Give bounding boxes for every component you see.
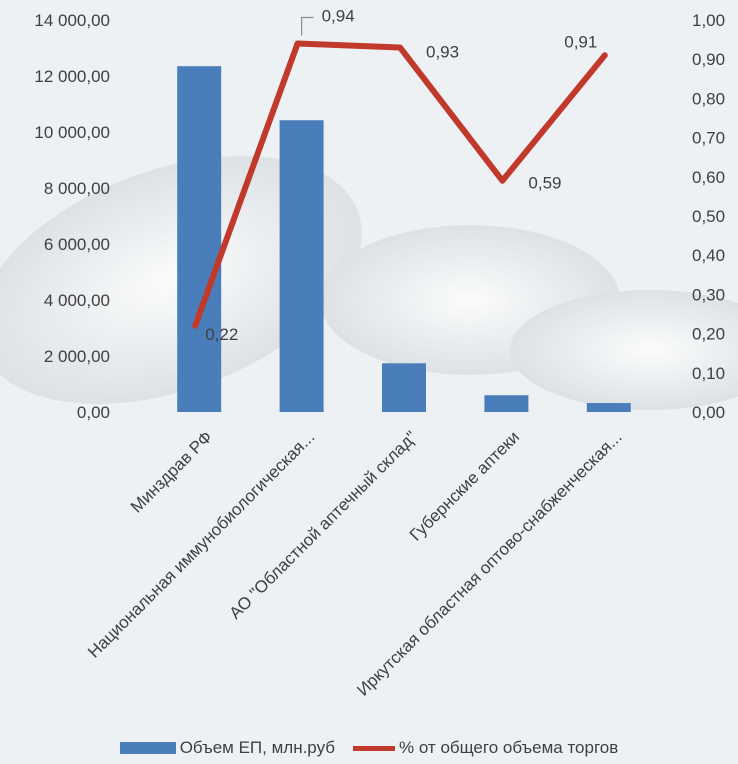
category-label: Минздрав РФ (127, 427, 216, 516)
y-left-tick-label: 12 000,00 (34, 67, 110, 86)
y-right-tick-label: 0,90 (692, 50, 725, 69)
legend-line-swatch (353, 745, 396, 751)
y-left-tick-label: 2 000,00 (44, 347, 110, 366)
legend-item-bar: Объем ЕП, млн.руб (119, 738, 336, 758)
bar (382, 363, 426, 412)
y-left-tick-label: 0,00 (77, 403, 110, 422)
line-data-label: 0,59 (528, 174, 561, 193)
line-data-label: 0,94 (322, 7, 355, 26)
y-left-tick-label: 4 000,00 (44, 291, 110, 310)
y-right-tick-label: 0,00 (692, 403, 725, 422)
legend-bar-label: Объем ЕП, млн.руб (179, 738, 336, 757)
y-right-tick-label: 0,40 (692, 246, 725, 265)
line-data-label: 0,22 (205, 325, 238, 344)
legend-line-label: % от общего объема торгов (399, 738, 619, 757)
background-decoration (0, 156, 738, 410)
bar (177, 66, 222, 412)
y-right-tick-label: 0,60 (692, 168, 725, 187)
y-right-tick-label: 0,20 (692, 325, 725, 344)
legend-bar-swatch (119, 742, 176, 754)
line-data-label: 0,91 (564, 32, 597, 51)
data-label-leader (301, 16, 314, 36)
category-label: Национальная иммунобиологическая... (84, 427, 318, 661)
legend-item-line: % от общего объема торгов (353, 738, 618, 758)
y-left-tick-label: 6 000,00 (44, 235, 110, 254)
y-right-tick-label: 0,70 (692, 129, 725, 148)
y-left-tick-label: 10 000,00 (34, 123, 110, 142)
y-right-tick-label: 0,50 (692, 207, 725, 226)
category-label: АО "Областной аптечный склад" (226, 427, 421, 622)
legend: Объем ЕП, млн.руб % от общего объема тор… (0, 733, 738, 763)
combo-chart: 0,00 2 000,00 4 000,00 6 000,00 8 000,00 10 0… (0, 7, 738, 700)
category-label: Губернские аптеки (406, 427, 523, 544)
bar (484, 395, 529, 412)
y-left-tick-label: 14 000,00 (34, 11, 110, 30)
y-right-tick-label: 1,00 (692, 11, 725, 30)
line-data-label: 0,93 (426, 42, 459, 61)
line-series (192, 40, 608, 329)
bar (279, 120, 324, 413)
bar (586, 403, 631, 412)
y-right-tick-label: 0,30 (692, 285, 725, 304)
y-right-tick-label: 0,10 (692, 364, 725, 383)
y-left-tick-label: 8 000,00 (44, 179, 110, 198)
y-right-tick-label: 0,80 (692, 89, 725, 108)
